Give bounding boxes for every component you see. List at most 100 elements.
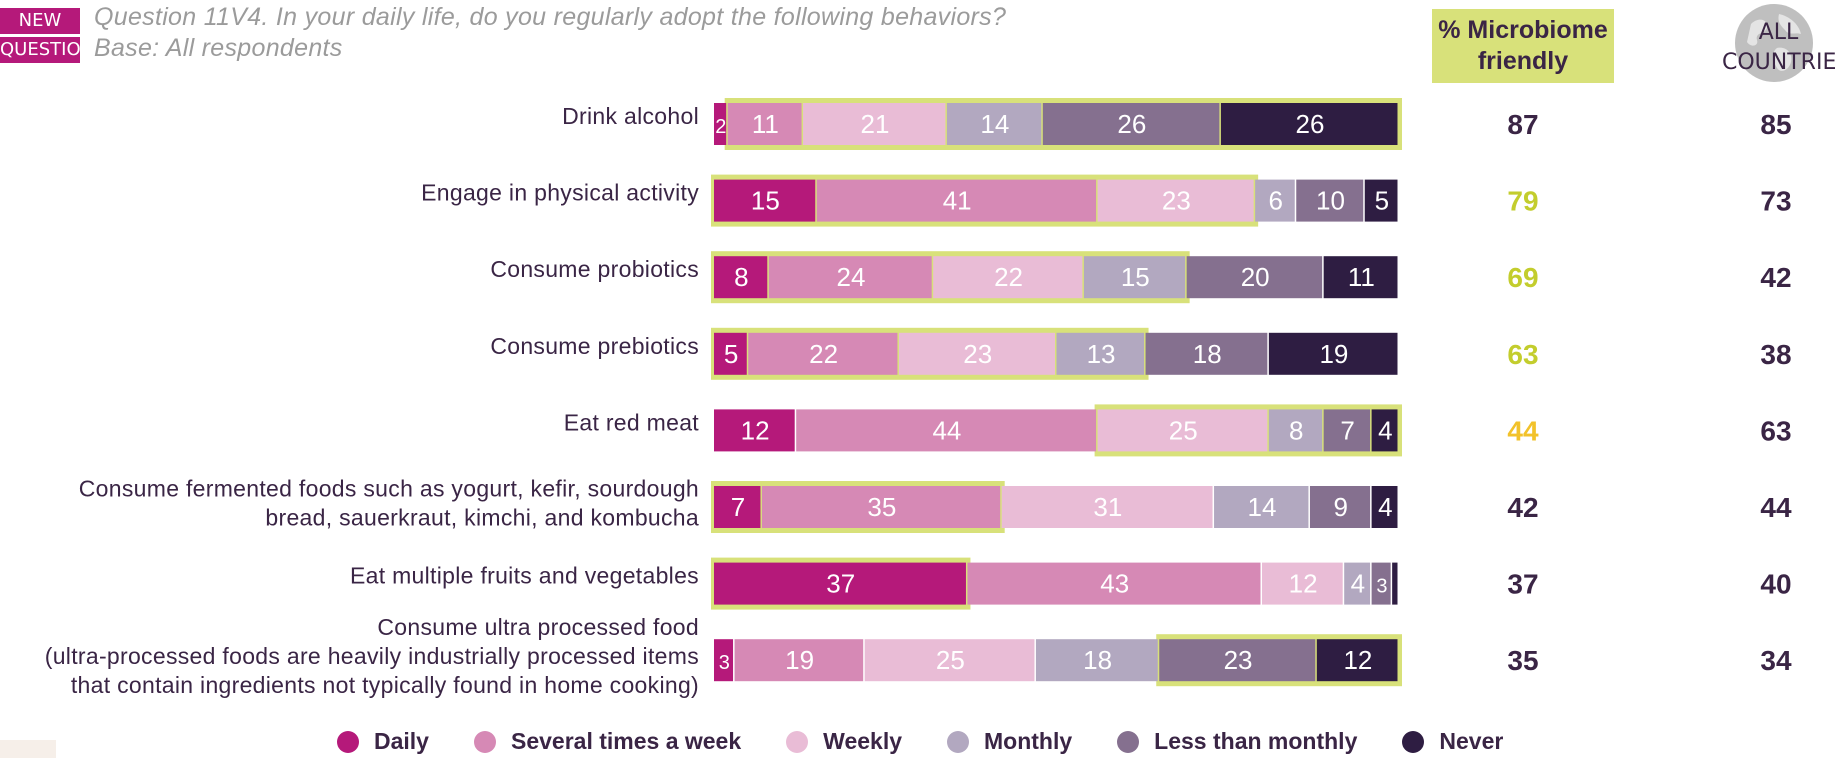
category-label: Engage in physical activity: [421, 180, 699, 206]
bar-segment: [1097, 409, 1268, 452]
bar-segment: [748, 332, 898, 375]
bar-segment: [1097, 179, 1254, 222]
legend-swatch: [947, 730, 970, 753]
bar-segment: [1323, 409, 1371, 452]
bar-segment: [1056, 332, 1145, 375]
data-label: 8: [734, 262, 748, 292]
data-label: 14: [1248, 492, 1277, 522]
data-label: 6: [1268, 186, 1282, 216]
data-label: 25: [936, 645, 965, 675]
data-label: 43: [1100, 569, 1129, 599]
legend-label: Monthly: [984, 728, 1073, 754]
bar-segment: [816, 179, 1097, 222]
microbiome-friendly-value: 44: [1507, 415, 1539, 446]
data-label: 26: [1295, 109, 1324, 139]
data-label: 2: [715, 116, 726, 138]
legend-swatch: [786, 730, 809, 753]
bar-segment: [714, 486, 761, 528]
bar-segment: [898, 332, 1055, 375]
bar-segment: [1392, 562, 1398, 605]
bar-segment: [1262, 562, 1343, 605]
new-question-badge: NEW QUESTION: [0, 8, 80, 66]
data-label: 19: [1319, 339, 1348, 369]
bar-segment: [933, 256, 1083, 299]
data-label: 23: [1224, 645, 1253, 675]
data-label: 37: [826, 569, 855, 599]
bar-segment: [1371, 409, 1398, 452]
bar-segment: [1344, 562, 1371, 605]
all-countries-header: ALL COUNTRIES: [1722, 20, 1835, 75]
badge-line-new: NEW: [0, 8, 80, 34]
category-label: Consume ultra processed food: [377, 614, 699, 640]
data-label: 23: [1162, 186, 1191, 216]
all-countries-value: 38: [1760, 339, 1791, 370]
data-label: 12: [1289, 569, 1318, 599]
question-base: Base: All respondents: [94, 34, 343, 62]
data-label: 41: [943, 186, 972, 216]
bar-segment: [1323, 256, 1398, 299]
data-label: 25: [1169, 415, 1198, 445]
data-label: 15: [751, 186, 780, 216]
microbiome-friendly-value: 63: [1507, 339, 1538, 370]
bar-segment: [761, 486, 1001, 528]
bar-segment: [796, 409, 1097, 452]
data-label: 31: [1093, 492, 1122, 522]
data-label: 7: [731, 492, 745, 522]
category-label: (ultra-processed foods are heavily indus…: [45, 643, 699, 669]
all-countries-value: 42: [1760, 262, 1791, 293]
bar-segment: [714, 256, 768, 299]
microbiome-friendly-value: 87: [1507, 109, 1538, 140]
bar-segment: [1316, 639, 1398, 682]
data-label: 14: [980, 109, 1009, 139]
bar-segment: [1220, 103, 1398, 145]
bar-segment: [1042, 103, 1220, 145]
all-countries-value: 63: [1760, 415, 1791, 446]
bar-segment: [734, 639, 864, 682]
bar-segment: [714, 332, 747, 375]
bar-segment: [714, 179, 816, 222]
data-label: 19: [785, 645, 814, 675]
question-title: Question 11V4. In your daily life, do yo…: [94, 3, 1007, 31]
legend-item: Several times a week: [473, 728, 742, 755]
bar-segment: [1371, 562, 1391, 605]
microbiome-friendly-header: % Microbiome friendly: [1432, 9, 1614, 83]
category-label: Drink alcohol: [562, 103, 699, 129]
bar-segment: [1255, 179, 1295, 222]
data-label: 22: [809, 339, 838, 369]
legend-item: Monthly: [947, 728, 1072, 755]
data-label: 12: [741, 415, 770, 445]
data-label: 20: [1241, 262, 1270, 292]
data-label: 23: [963, 339, 992, 369]
data-label: 8: [1289, 415, 1303, 445]
bar-segment: [727, 103, 802, 145]
bar-segment: [768, 256, 932, 299]
all-countries-value: 85: [1760, 109, 1791, 140]
bar-segment: [714, 562, 966, 605]
legend-swatch: [337, 730, 359, 753]
legend-label: Several times a week: [510, 728, 742, 754]
bar-segment: [1186, 256, 1323, 299]
legend: Daily Several times a week Weekly Monthly Le…: [337, 728, 1548, 755]
bar-segment: [714, 409, 795, 452]
data-label: 3: [719, 652, 730, 674]
all-countries-value: 44: [1760, 492, 1792, 523]
microbiome-friendly-value: 69: [1507, 262, 1538, 293]
all-countries-value: 73: [1760, 186, 1791, 217]
data-label: 21: [861, 109, 890, 139]
legend-label: Daily: [374, 728, 429, 754]
legend-label: Never: [1439, 728, 1504, 754]
legend-label: Less than monthly: [1154, 728, 1358, 754]
bar-segment: [1001, 486, 1213, 528]
category-label: that contain ingredients not typically f…: [71, 672, 699, 698]
bar-segment: [1296, 179, 1364, 222]
data-label: 4: [1378, 492, 1392, 522]
data-label: 5: [1375, 186, 1389, 216]
data-label: 35: [867, 492, 896, 522]
microbiome-friendly-value: 37: [1507, 569, 1538, 600]
data-label: 7: [1340, 415, 1354, 445]
legend-item: Daily: [337, 728, 429, 755]
question-text: Question 11V4. In your daily life, do yo…: [94, 2, 1006, 64]
category-label: Eat multiple fruits and vegetables: [350, 563, 699, 589]
bar-segment: [1083, 256, 1186, 299]
